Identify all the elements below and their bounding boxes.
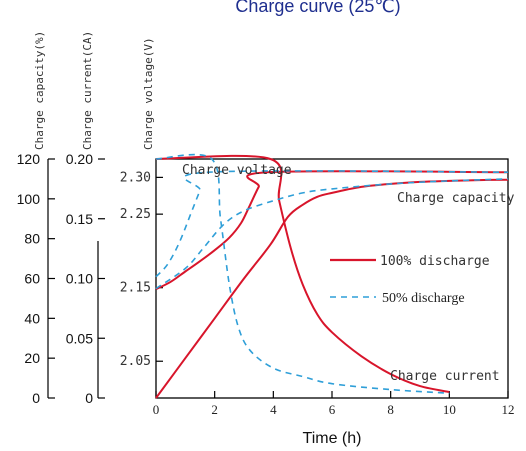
annotation-charge-capacity: Charge capacity: [397, 191, 515, 206]
voltage-axis-label: Charge voltage(V): [142, 37, 155, 150]
legend-label-100: 100% discharge: [380, 254, 490, 269]
series-50-charge-voltage: [155, 170, 509, 278]
current-tick-label: 0.10: [66, 271, 93, 287]
voltage-tick-label: 2.05: [120, 354, 151, 369]
capacity-tick-label: 100: [17, 191, 41, 207]
x-tick-label: 2: [211, 402, 218, 417]
x-tick-label: 6: [329, 402, 336, 417]
capacity-tick-label: 20: [24, 350, 40, 366]
series-100-charge-current: [155, 154, 450, 393]
capacity-tick-label: 80: [24, 231, 40, 247]
capacity-tick-label: 60: [24, 271, 40, 287]
voltage-tick-label: 2.30: [120, 170, 151, 185]
annotation-charge-voltage: Charge voltage: [182, 163, 292, 178]
current-tick-label: 0.05: [66, 330, 93, 346]
legend-label-50: 50% discharge: [382, 291, 465, 306]
chart-title: Charge curve (25℃): [235, 0, 400, 16]
current-axis-label: Charge current(CA): [81, 31, 94, 150]
current-tick-label: 0: [85, 390, 93, 406]
capacity-tick-label: 120: [17, 151, 41, 167]
voltage-tick-label: 2.15: [120, 281, 151, 296]
series-50-charge-current: [155, 153, 450, 394]
capacity-tick-label: 40: [24, 310, 40, 326]
annotation-charge-current: Charge current: [390, 369, 500, 384]
capacity-tick-label: 0: [32, 390, 40, 406]
x-tick-label: 8: [387, 402, 394, 417]
x-tick-label: 4: [270, 402, 277, 417]
series-100-charge-capacity: [155, 178, 509, 399]
series-group: [155, 153, 509, 399]
x-ticks: 0 2 4 6 8 10 12: [153, 391, 515, 417]
current-tick-label: 0.20: [66, 151, 93, 167]
current-ticks: 0 0.05 0.10 0.15 0.20: [66, 151, 105, 406]
voltage-ticks: 2.05 2.15 2.25 2.30: [120, 170, 163, 369]
x-tick-label: 12: [502, 402, 515, 417]
capacity-axis-label: Charge capacity(%): [33, 31, 46, 150]
x-tick-label: 10: [443, 402, 456, 417]
series-100-charge-voltage: [155, 170, 509, 291]
voltage-tick-label: 2.25: [120, 207, 151, 222]
x-axis-label: Time (h): [303, 430, 362, 447]
capacity-ticks: 0 20 40 60 80 100 120: [17, 151, 55, 406]
x-tick-label: 0: [153, 402, 160, 417]
current-tick-label: 0.15: [66, 211, 93, 227]
